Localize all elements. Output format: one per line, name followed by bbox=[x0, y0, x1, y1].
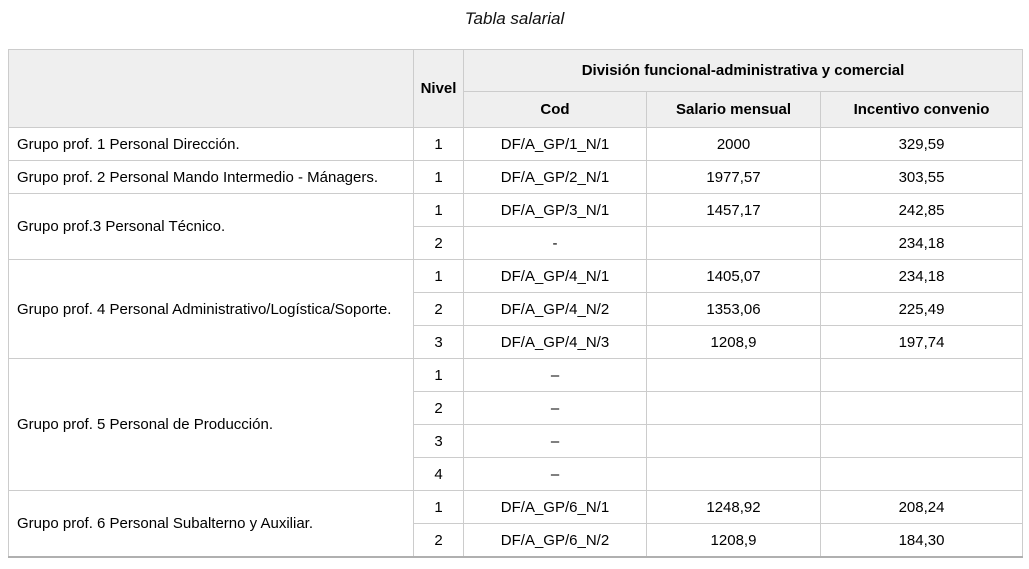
nivel-cell: 2 bbox=[413, 391, 464, 425]
group-label-3: Grupo prof.3 Personal Técnico. bbox=[8, 193, 414, 260]
nivel-cell: 1 bbox=[413, 358, 464, 392]
header-division: División funcional-administrativa y come… bbox=[462, 49, 1024, 92]
salario-cell bbox=[646, 226, 821, 260]
salario-cell: 1457,17 bbox=[646, 193, 821, 227]
header-salario-mensual: Salario mensual bbox=[646, 91, 821, 128]
cod-cell: DF/A_GP/4_N/2 bbox=[463, 292, 647, 326]
nivel-cell: 2 bbox=[413, 292, 464, 326]
incentivo-cell: 184,30 bbox=[819, 523, 1024, 558]
group-label-5: Grupo prof. 5 Personal de Producción. bbox=[8, 358, 414, 491]
header-incentivo-convenio: Incentivo convenio bbox=[819, 91, 1024, 128]
table-row: 2 - 234,18 bbox=[9, 226, 1024, 260]
nivel-cell: 4 bbox=[413, 457, 464, 491]
incentivo-cell bbox=[819, 424, 1024, 458]
salario-cell: 1977,57 bbox=[646, 160, 821, 194]
salario-cell: 1208,9 bbox=[646, 325, 821, 359]
cod-cell: DF/A_GP/6_N/2 bbox=[463, 523, 647, 558]
table-header: Nivel División funcional-administrativa … bbox=[8, 49, 1024, 128]
table-row: Grupo prof. 2 Personal Mando Intermedio … bbox=[8, 160, 1024, 194]
table-row: Grupo prof. 4 Personal Administrativo/Lo… bbox=[8, 259, 1024, 359]
nivel-cell: 1 bbox=[413, 193, 464, 227]
salario-cell: 2000 bbox=[646, 127, 821, 161]
table-row: 4 – bbox=[9, 457, 1024, 491]
table-row: Grupo prof. 5 Personal de Producción. 1 … bbox=[8, 358, 1024, 491]
header-cod: Cod bbox=[463, 91, 647, 128]
page-title: Tabla salarial bbox=[464, 9, 565, 28]
salario-cell: 1353,06 bbox=[646, 292, 821, 326]
salario-cell bbox=[646, 457, 821, 491]
incentivo-cell: 242,85 bbox=[819, 193, 1024, 227]
cod-cell: – bbox=[463, 424, 647, 458]
salario-cell: 1405,07 bbox=[646, 259, 821, 293]
group-label-4: Grupo prof. 4 Personal Administrativo/Lo… bbox=[8, 259, 414, 359]
nivel-cell: 3 bbox=[413, 424, 464, 458]
table-row: 2 DF/A_GP/6_N/2 1208,9 184,30 bbox=[9, 523, 1024, 558]
salary-table: Nivel División funcional-administrativa … bbox=[8, 49, 1024, 558]
incentivo-cell: 208,24 bbox=[819, 490, 1024, 524]
header-row-top: Nivel División funcional-administrativa … bbox=[8, 49, 1024, 128]
cod-cell: DF/A_GP/3_N/1 bbox=[463, 193, 647, 227]
table-row: Grupo prof. 1 Personal Dirección. 1 DF/A… bbox=[8, 127, 1024, 161]
nivel-cell: 2 bbox=[413, 226, 464, 260]
salario-cell: 1248,92 bbox=[646, 490, 821, 524]
cod-cell: – bbox=[463, 358, 647, 392]
salario-cell: 1208,9 bbox=[646, 523, 821, 558]
salario-cell bbox=[646, 358, 821, 392]
table-row: 3 DF/A_GP/4_N/3 1208,9 197,74 bbox=[9, 325, 1024, 359]
incentivo-cell: 197,74 bbox=[819, 325, 1024, 359]
cod-cell: DF/A_GP/2_N/1 bbox=[463, 160, 647, 194]
salario-cell bbox=[646, 424, 821, 458]
salario-cell bbox=[646, 391, 821, 425]
nivel-cell: 1 bbox=[413, 490, 464, 524]
group-label-6: Grupo prof. 6 Personal Subalterno y Auxi… bbox=[8, 490, 414, 558]
incentivo-cell bbox=[819, 358, 1024, 392]
incentivo-cell: 234,18 bbox=[819, 226, 1024, 260]
group-label-1: Grupo prof. 1 Personal Dirección. bbox=[8, 127, 414, 161]
cod-cell: DF/A_GP/6_N/1 bbox=[463, 490, 647, 524]
nivel-cell: 1 bbox=[413, 259, 464, 293]
nivel-cell: 3 bbox=[413, 325, 464, 359]
nivel-cell: 1 bbox=[413, 160, 464, 194]
incentivo-cell: 225,49 bbox=[819, 292, 1024, 326]
header-row-sub: Cod Salario mensual Incentivo convenio bbox=[9, 91, 1024, 128]
table-row: Grupo prof. 6 Personal Subalterno y Auxi… bbox=[8, 490, 1024, 558]
cod-cell: DF/A_GP/1_N/1 bbox=[463, 127, 647, 161]
header-nivel: Nivel bbox=[413, 49, 464, 128]
incentivo-cell: 234,18 bbox=[819, 259, 1024, 293]
incentivo-cell: 303,55 bbox=[819, 160, 1024, 194]
nivel-cell: 1 bbox=[413, 127, 464, 161]
cod-cell: DF/A_GP/4_N/1 bbox=[463, 259, 647, 293]
cod-cell: – bbox=[463, 457, 647, 491]
table-row: 2 – bbox=[9, 391, 1024, 425]
cod-cell: – bbox=[463, 391, 647, 425]
table-row: 3 – bbox=[9, 424, 1024, 458]
incentivo-cell bbox=[819, 457, 1024, 491]
nivel-cell: 2 bbox=[413, 523, 464, 558]
table-body: Grupo prof. 1 Personal Dirección. 1 DF/A… bbox=[8, 127, 1024, 558]
cod-cell: DF/A_GP/4_N/3 bbox=[463, 325, 647, 359]
incentivo-cell: 329,59 bbox=[819, 127, 1024, 161]
group-label-2: Grupo prof. 2 Personal Mando Intermedio … bbox=[8, 160, 414, 194]
table-row: Grupo prof.3 Personal Técnico. 1 DF/A_GP… bbox=[8, 193, 1024, 260]
incentivo-cell bbox=[819, 391, 1024, 425]
cod-cell: - bbox=[463, 226, 647, 260]
header-group-column bbox=[8, 49, 414, 128]
